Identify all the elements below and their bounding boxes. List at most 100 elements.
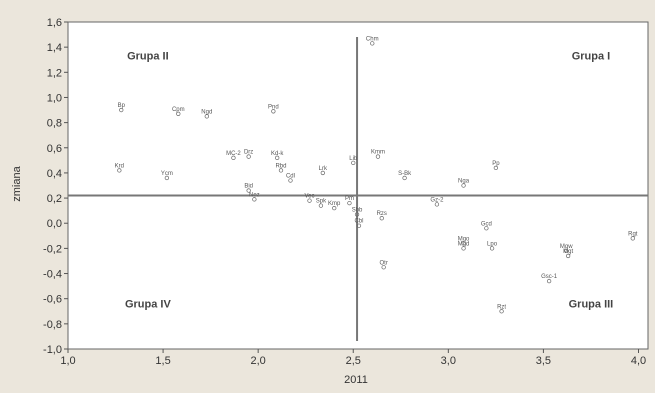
point-label: Nga [458, 179, 470, 185]
data-point [351, 160, 356, 166]
point-label: S-Bk [398, 171, 412, 177]
data-point [271, 109, 276, 114]
data-point [231, 155, 236, 160]
y-tick-label: -0,2 [43, 243, 62, 255]
y-tick-label: 1,2 [47, 67, 62, 79]
data-point [630, 236, 635, 241]
data-point [320, 170, 325, 176]
data-point [354, 212, 360, 217]
data-point [402, 175, 407, 181]
x-tick-label: 1,5 [155, 355, 170, 367]
point-label: Drz [244, 150, 253, 156]
point-label: Kd-k [271, 151, 284, 157]
data-point [370, 41, 375, 46]
data-point [252, 197, 257, 202]
data-point [246, 188, 251, 193]
data-point [332, 205, 337, 211]
data-point [288, 178, 293, 183]
point-label: Rbd [275, 163, 286, 169]
point-label: Cdl [286, 173, 295, 179]
point-label: Gz-2 [430, 197, 444, 203]
point-label: Nez [249, 192, 260, 198]
point-label: Mgo [458, 236, 470, 242]
point-label: Rgt [628, 231, 638, 237]
quadrant-labels: Grupa II Grupa I Grupa IV Grupa III [125, 51, 613, 311]
point-label: Lib [349, 156, 358, 162]
x-tick-label: 1,0 [60, 355, 75, 367]
point-label: Pm [345, 196, 354, 202]
point-label: Cpm [172, 107, 185, 113]
data-point [246, 154, 251, 159]
y-axis-title: zmiana [11, 165, 23, 201]
data-point [461, 183, 466, 188]
quadrant-label: Grupa II [127, 51, 169, 63]
y-tick-label: -0,6 [43, 294, 62, 306]
data-point [379, 216, 384, 221]
quadrant-label: Grupa I [572, 51, 611, 63]
point-label: Sbb [352, 207, 363, 213]
point-label: Vec [305, 194, 315, 200]
y-tick-label: 0,4 [47, 168, 62, 180]
data-point [375, 154, 381, 159]
point-label: Rzt [497, 304, 506, 310]
y-tick-label: 0,8 [47, 118, 62, 130]
y-tick-label: -1,0 [43, 344, 62, 356]
data-point [318, 203, 324, 208]
point-label: Bp [118, 103, 126, 109]
point-label: Otr [380, 260, 388, 266]
point-label: Spk [316, 199, 327, 205]
data-point [493, 165, 499, 171]
data-point [564, 248, 569, 254]
data-point [499, 309, 504, 314]
y-tick-label: -0,4 [43, 269, 62, 281]
data-point [119, 107, 124, 113]
data-point [434, 202, 440, 207]
point-label: Chm [366, 36, 379, 42]
data-point [356, 223, 362, 228]
x-tick-label: 3,5 [536, 355, 551, 367]
point-label: Mgd [458, 241, 470, 247]
data-point [176, 111, 181, 116]
data-point [489, 246, 495, 251]
point-label: Cbl [354, 219, 363, 225]
point-label: Rzs [377, 211, 387, 217]
x-tick-label: 4,0 [631, 355, 646, 367]
y-tick-label: 0,0 [47, 218, 62, 230]
point-label: Mgt [563, 249, 573, 255]
point-label: Pnd [268, 104, 279, 110]
point-label: Ycm [161, 171, 173, 177]
point-label: Gcd [481, 221, 492, 227]
data-points: Chm Bp Cpm Ngd Pnd MC-2 Drz Kd-k Lib Kmm Pp Krd Ycm R… [115, 36, 638, 314]
point-label: MC-2 [226, 151, 241, 157]
quadrant-label: Grupa III [569, 298, 614, 310]
data-point [164, 175, 170, 181]
x-tick-label: 2,5 [346, 355, 361, 367]
y-tick-label: 1,6 [47, 17, 62, 29]
y-tick-label: 0,2 [47, 193, 62, 205]
point-label: Gsc-1 [541, 274, 558, 280]
x-axis-title: 2011 [344, 374, 368, 386]
point-label: Ngd [201, 109, 212, 115]
x-tick-label: 2,0 [251, 355, 266, 367]
point-label: Kmp [328, 201, 341, 207]
data-point [347, 200, 352, 206]
data-point [381, 265, 386, 270]
data-point [461, 246, 466, 251]
data-point [117, 168, 122, 173]
y-tick-label: -0,8 [43, 319, 62, 331]
data-point [484, 226, 489, 231]
y-tick-label: 1,4 [47, 42, 62, 54]
data-point [461, 241, 466, 246]
point-label: Pp [492, 161, 500, 167]
quadrant-label: Grupa IV [125, 298, 172, 310]
data-point [275, 155, 280, 160]
data-point [204, 114, 209, 119]
y-tick-label: 0,6 [47, 143, 62, 155]
point-label: Lpo [487, 241, 498, 247]
point-label: Kmm [371, 150, 385, 156]
data-point [307, 198, 312, 203]
data-point [565, 253, 571, 259]
axis-ticks: 1,0 1,5 2,0 2,5 3,0 3,5 4,0 -1,0 -0,8 -0,6 -0,4 -0,… [43, 17, 646, 367]
data-point [546, 278, 552, 284]
